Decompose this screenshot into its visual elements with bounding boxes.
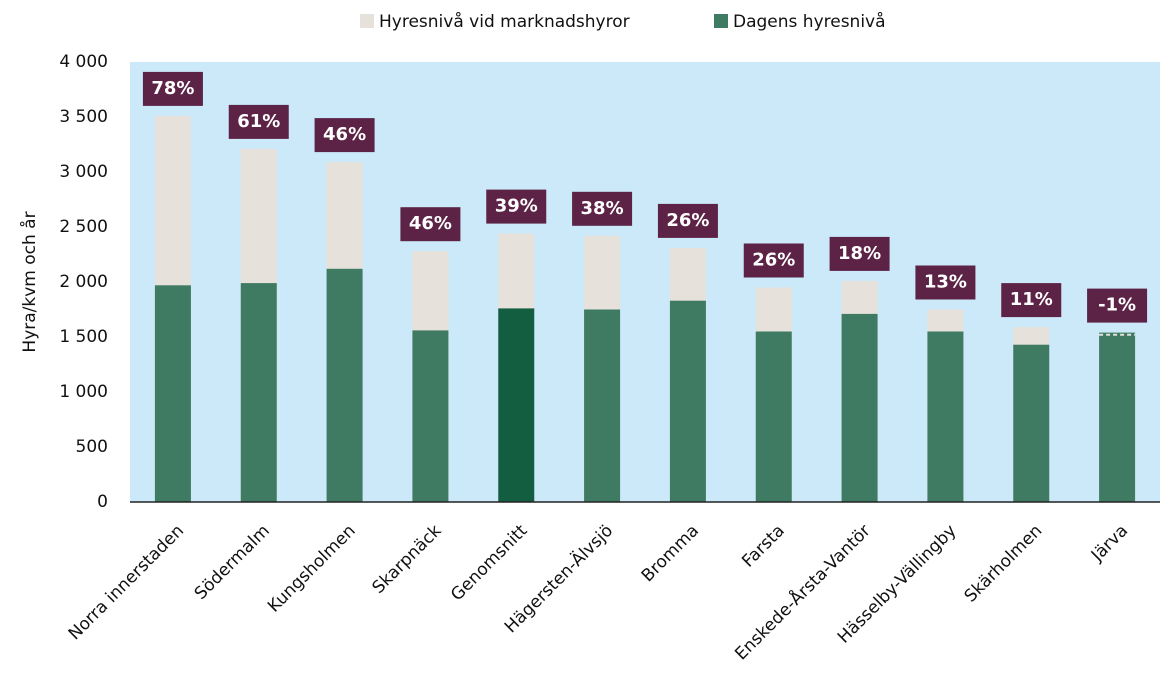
- current-bar: [326, 268, 363, 502]
- annotation-box: [1001, 283, 1062, 318]
- current-bar: [1099, 332, 1136, 502]
- annotation: 61%: [237, 111, 280, 132]
- y-tick-label: 3 500: [59, 107, 108, 127]
- current-bar: [412, 330, 449, 502]
- legend-swatch: [714, 14, 728, 28]
- y-tick-label: 3 000: [59, 162, 108, 182]
- legend-swatch: [360, 14, 374, 28]
- annotation: -1%: [1098, 295, 1136, 316]
- y-tick-label: 2 000: [59, 272, 108, 292]
- annotation: 39%: [495, 196, 538, 217]
- x-tick-label: Bromma: [638, 521, 703, 586]
- legend-label: Dagens hyresnivå: [733, 11, 886, 32]
- current-bar: [669, 300, 706, 502]
- current-bar: [154, 285, 191, 502]
- annotation-box: [314, 118, 375, 153]
- annotation-box: [657, 203, 718, 238]
- x-tick-label: Farsta: [738, 521, 789, 572]
- y-tick-label: 0: [97, 492, 108, 512]
- annotation: 78%: [151, 78, 194, 99]
- x-tick-label: Norra innerstaden: [65, 521, 188, 644]
- y-tick-label: 2 500: [59, 217, 108, 237]
- annotation-box: [228, 104, 289, 139]
- x-tick-label: Kungsholmen: [264, 521, 360, 617]
- x-tick-label: Järva: [1087, 521, 1132, 566]
- annotation-box: [743, 243, 804, 278]
- y-tick-label: 1 500: [59, 327, 108, 347]
- annotation-box: [400, 207, 461, 242]
- annotation: 11%: [1010, 289, 1053, 310]
- current-bar: [1013, 344, 1050, 502]
- y-tick-label: 500: [76, 437, 108, 457]
- annotation-box: [915, 265, 976, 300]
- annotation: 46%: [323, 124, 366, 145]
- current-bar: [927, 331, 964, 502]
- plot-background: [130, 62, 1160, 502]
- x-tick-label: Skärholmen: [961, 521, 1047, 607]
- annotation: 38%: [581, 198, 624, 219]
- current-bar: [841, 313, 878, 502]
- legend-label: Hyresnivå vid marknadshyror: [379, 11, 630, 32]
- annotation: 26%: [752, 250, 795, 271]
- annotation: 13%: [924, 272, 967, 293]
- current-bar: [240, 283, 277, 502]
- y-axis-label: Hyra/kvm och år: [19, 211, 40, 352]
- annotation-box: [142, 71, 203, 106]
- annotation-box: [1087, 288, 1148, 323]
- current-bar: [584, 309, 621, 502]
- annotation-box: [486, 189, 547, 224]
- x-tick-label: Genomsnitt: [447, 521, 531, 605]
- annotation: 18%: [838, 243, 881, 264]
- y-tick-label: 4 000: [59, 52, 108, 72]
- x-tick-label: Skarpnäck: [368, 521, 445, 598]
- current-bar: [498, 308, 535, 502]
- y-tick-label: 1 000: [59, 382, 108, 402]
- annotation-box: [572, 191, 633, 226]
- annotation: 26%: [666, 210, 709, 231]
- annotation: 46%: [409, 213, 452, 234]
- current-bar: [755, 331, 792, 502]
- x-tick-label: Södermalm: [191, 521, 274, 604]
- annotation-box: [829, 236, 890, 271]
